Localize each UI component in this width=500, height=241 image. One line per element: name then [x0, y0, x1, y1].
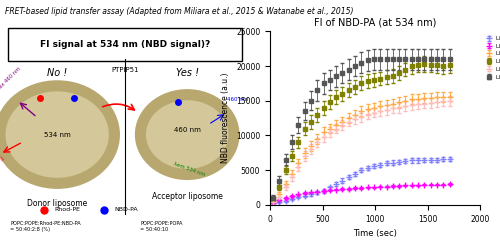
Text: Donor liposome: Donor liposome — [27, 199, 88, 208]
Legend: Liposome (LP), LP + 1 μM BSA, LP + PTPIP51_TPR (0.1 μM), LP + PTPIP51_TPR (1 μM): Liposome (LP), LP + 1 μM BSA, LP + PTPIP… — [483, 34, 500, 82]
Circle shape — [140, 95, 234, 174]
Text: POPC:POPE:Rhod-PE:NBD-PA
= 50:40:2:8 (%): POPC:POPE:Rhod-PE:NBD-PA = 50:40:2:8 (%) — [10, 221, 81, 232]
Text: FRET-based lipid transfer assay (Adapted from Miliara et al., 2015 & Watanabe et: FRET-based lipid transfer assay (Adapted… — [5, 7, 354, 16]
Text: 534 nm: 534 nm — [44, 132, 70, 138]
FancyBboxPatch shape — [8, 28, 242, 61]
Text: λex 460 nm: λex 460 nm — [0, 66, 22, 92]
Title: FI of NBD-PA (at 534 nm): FI of NBD-PA (at 534 nm) — [314, 18, 436, 28]
Text: λem 534 nm: λem 534 nm — [173, 161, 206, 177]
Text: NBD-PA: NBD-PA — [114, 208, 138, 213]
Text: No !: No ! — [47, 68, 68, 78]
Text: PTPIP51: PTPIP51 — [111, 67, 138, 74]
Text: Acceptor liposome: Acceptor liposome — [152, 192, 222, 201]
Text: 460 nm: 460 nm — [174, 127, 201, 133]
Text: 460 nm: 460 nm — [227, 97, 248, 102]
Y-axis label: NBD fluorescence (a.u.): NBD fluorescence (a.u.) — [222, 73, 230, 163]
X-axis label: Time (sec): Time (sec) — [353, 229, 397, 238]
Text: Yes !: Yes ! — [176, 68, 199, 78]
Text: FI signal at 534 nm (NBD signal)?: FI signal at 534 nm (NBD signal)? — [40, 40, 210, 49]
Text: POPC:POPE:POPA
= 50:40:10: POPC:POPE:POPA = 50:40:10 — [140, 221, 183, 232]
Circle shape — [0, 86, 114, 183]
Text: Rhod-PE: Rhod-PE — [54, 208, 80, 213]
Text: λem 570 nm: λem 570 nm — [0, 135, 5, 162]
